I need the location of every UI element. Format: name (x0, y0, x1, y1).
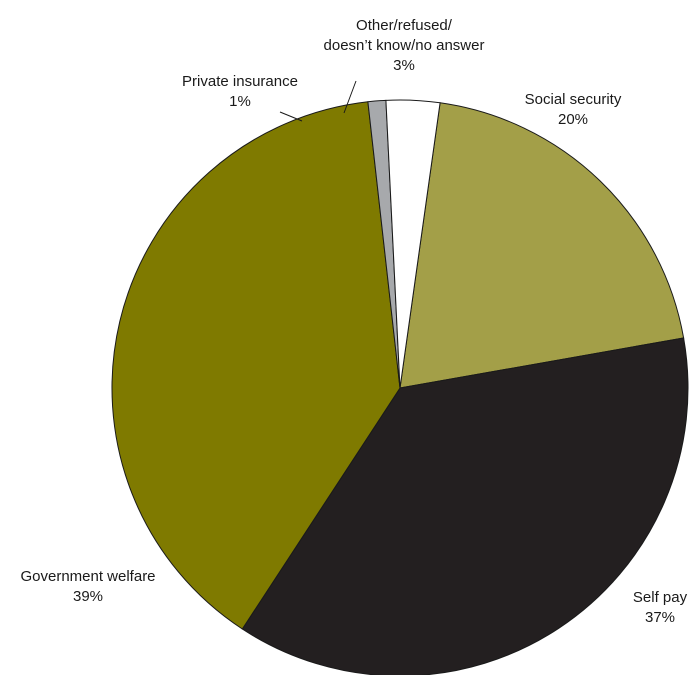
label-private-insurance: Private insurance (182, 73, 298, 90)
slice-labels: Social security 20% Self pay 37% Governm… (20, 17, 687, 626)
pie-slice-other-refused-doesn-t-know-no-answer (385, 99, 441, 389)
pie-slice-self-pay (241, 337, 689, 675)
pie-slice-social-security (399, 102, 685, 389)
pie-slice-government-welfare (111, 101, 401, 630)
value-self-pay: 37% (645, 609, 675, 626)
value-government-welfare: 39% (73, 588, 103, 605)
label-other-line2: doesn’t know/no answer (324, 37, 485, 54)
label-other-line1: Other/refused/ (356, 17, 453, 34)
leader-line-private-insurance (279, 111, 303, 122)
value-private-insurance: 1% (229, 93, 251, 110)
leader-line-other (343, 80, 357, 114)
label-government-welfare: Government welfare (20, 568, 155, 585)
leader-lines (279, 80, 357, 122)
label-self-pay: Self pay (633, 589, 688, 606)
pie-slices (111, 99, 689, 675)
value-other: 3% (393, 57, 415, 74)
value-social-security: 20% (558, 111, 588, 128)
label-social-security: Social security (525, 91, 622, 108)
